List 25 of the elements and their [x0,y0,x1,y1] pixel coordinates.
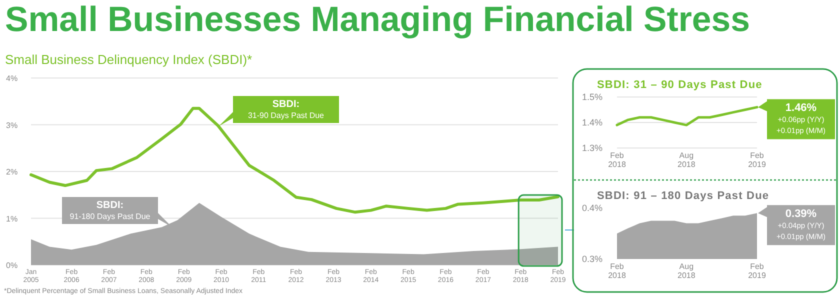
x-tick-label: Feb 2019 [748,262,766,280]
y-tick-label: 0.4% [582,203,603,213]
text: SBDI: 31-90 Days Past Due [248,99,325,120]
annotation: 1.46% [785,102,817,114]
y-tick-label: 0.3% [582,254,603,264]
x-tick-label: Feb 2019 [748,151,766,169]
chart-title: Small Businesses Managing Financial Stress [5,0,754,39]
y-tick-label: 1.4% [582,118,603,128]
y-tick-label: 4% [6,74,18,83]
annotation: 0.39% [785,208,817,220]
chart-title: SBDI: 31 – 90 Days Past Due [597,79,762,91]
y-tick-label: 0% [6,261,18,270]
x-tick-label: Feb 2018 [608,151,626,169]
y-tick-label: 2% [6,168,18,176]
y-tick-label: 1.3% [582,143,603,153]
x-tick-label: Feb 2018 [608,262,626,280]
series-label: SBDI: 91-180 Days Past Due [70,200,151,221]
x-tick-label: Aug 2018 [678,151,696,169]
y-tick-label: 1% [6,214,18,224]
line-series [30,106,560,214]
x-tick-label: Aug 2018 [678,262,696,280]
y-tick-label: 3% [6,120,18,130]
y-tick-label: 1.5% [582,92,603,102]
chart-title: SBDI: 91 – 180 Days Past Due [597,190,770,202]
chart-subtitle: Small Business Delinquency Index (SBDI)* [5,52,252,67]
